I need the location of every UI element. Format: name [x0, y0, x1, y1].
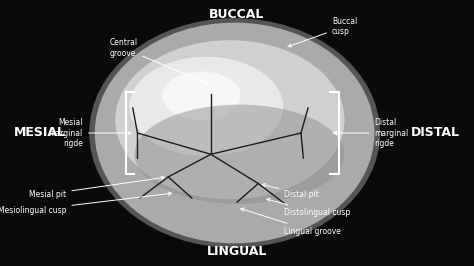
Text: Lingual groove: Lingual groove — [241, 208, 341, 236]
Text: Mesial
marginal
rigde: Mesial marginal rigde — [49, 118, 131, 148]
Ellipse shape — [115, 40, 345, 199]
Text: LINGUAL: LINGUAL — [207, 245, 267, 258]
Ellipse shape — [129, 57, 283, 156]
Ellipse shape — [162, 72, 241, 120]
Text: DISTAL: DISTAL — [411, 127, 460, 139]
Text: Buccal
cusp: Buccal cusp — [288, 17, 357, 47]
Ellipse shape — [89, 18, 380, 248]
Text: BUCCAL: BUCCAL — [210, 8, 264, 21]
Text: Distolingual cusp: Distolingual cusp — [267, 198, 351, 217]
Text: Mesiolingual cusp: Mesiolingual cusp — [0, 192, 172, 215]
Text: Distal pit: Distal pit — [262, 184, 319, 199]
Text: Central
groove: Central groove — [109, 38, 207, 84]
Text: Distal
marginal
rigde: Distal marginal rigde — [333, 118, 409, 148]
Text: MESIAL: MESIAL — [14, 127, 66, 139]
Ellipse shape — [95, 23, 374, 243]
Ellipse shape — [135, 105, 344, 204]
Text: Mesial pit: Mesial pit — [29, 176, 164, 199]
